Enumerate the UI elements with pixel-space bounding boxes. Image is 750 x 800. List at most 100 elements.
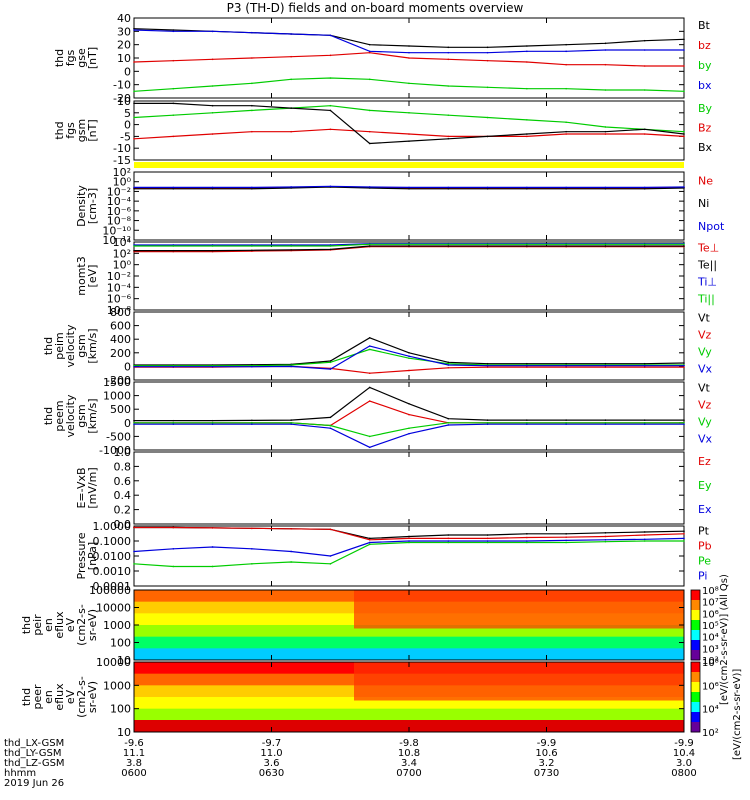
orbit-value: -9.7	[262, 738, 282, 749]
y-tick-label: 30	[117, 25, 131, 38]
data-point	[251, 245, 253, 247]
legend-entry: Ti||	[697, 292, 715, 305]
data-point	[447, 540, 450, 542]
legend-entry: Vt	[698, 381, 711, 394]
data-point	[526, 423, 528, 425]
y-tick-label: 10⁻¹²	[102, 234, 131, 247]
data-point	[368, 337, 371, 339]
data-point	[172, 30, 175, 33]
data-point	[211, 365, 214, 368]
y-tick-label: 0.0010	[93, 565, 132, 578]
colorbar-segment	[691, 712, 700, 723]
data-point	[526, 186, 528, 189]
y-axis-label: velocity	[64, 394, 77, 437]
colorbar-segment	[691, 620, 700, 631]
orbit-value: -9.8	[399, 738, 419, 749]
y-tick-label: -500	[106, 430, 131, 443]
data-point	[447, 85, 450, 87]
data-point	[329, 361, 332, 364]
data-point	[172, 245, 175, 247]
colorbar-tick-label: 10²	[702, 656, 719, 667]
data-point	[447, 364, 450, 366]
data-point	[643, 534, 646, 536]
data-point	[643, 531, 646, 533]
data-point	[408, 82, 410, 85]
data-point	[408, 45, 410, 47]
data-point	[526, 187, 528, 190]
data-point	[683, 90, 685, 93]
y-axis-label: thd	[53, 49, 66, 67]
series-line-pe	[133, 540, 684, 568]
y-axis-label: peir	[31, 614, 44, 636]
y-tick-label: 10⁻⁶	[107, 293, 132, 306]
data-point	[290, 528, 292, 530]
data-point	[447, 245, 450, 247]
colorbar-label-peer: [eV/(cm2-s-sr-eV)]	[732, 669, 743, 760]
data-point	[604, 419, 607, 421]
y-tick-label: 10²	[113, 247, 131, 260]
data-point	[329, 34, 332, 37]
data-point	[368, 51, 371, 54]
colorbar-tick-label: 10⁴	[702, 705, 719, 716]
colorbar-segment	[691, 640, 700, 651]
y-axis-label: (cm2-s-	[75, 604, 88, 646]
legend-entry: Ni	[698, 197, 709, 210]
colorbar-tick-label: 10⁶	[702, 681, 719, 692]
data-point	[251, 423, 253, 425]
y-axis-label: [mV/m]	[86, 467, 99, 508]
colorbar-segment	[691, 672, 700, 683]
data-point	[368, 109, 371, 112]
data-point	[368, 186, 371, 188]
y-tick-label: 200	[110, 347, 131, 360]
data-point	[133, 116, 135, 119]
data-point	[643, 133, 646, 135]
y-axis-label: thd	[20, 688, 33, 706]
colorbar-tick-label: 10²	[702, 728, 719, 739]
y-axis-label: (cm2-s-	[75, 676, 88, 718]
data-point	[604, 243, 607, 246]
data-point	[486, 537, 489, 540]
y-tick-label: -5	[120, 130, 131, 143]
data-point	[408, 112, 410, 114]
orbit-value: 0630	[259, 768, 284, 779]
data-point	[368, 243, 371, 246]
series-line-by	[133, 77, 685, 92]
data-point	[565, 43, 567, 46]
data-point	[251, 104, 253, 107]
data-point	[211, 186, 214, 189]
y-tick-label: 10⁰	[113, 259, 132, 272]
y-tick-label: 10⁻²	[107, 270, 131, 283]
legend-entry: Ex	[698, 503, 712, 516]
y-tick-label: 10⁻⁶	[107, 205, 132, 218]
legend-entry: by	[698, 59, 712, 72]
y-tick-label: 400	[110, 333, 131, 346]
orbit-value: 3.6	[264, 758, 280, 769]
data-point	[565, 245, 567, 247]
data-point	[447, 243, 450, 246]
data-point	[604, 540, 607, 543]
legend-entry: Ez	[698, 455, 711, 468]
data-point	[604, 89, 607, 91]
legend-entry: Ne	[698, 174, 713, 187]
data-point	[604, 422, 607, 424]
y-tick-label: 40	[117, 12, 131, 25]
data-point	[368, 372, 371, 375]
y-axis-label: gsm	[75, 119, 88, 142]
data-point	[251, 527, 253, 530]
y-tick-label: -10	[113, 79, 131, 92]
data-point	[329, 104, 332, 107]
legend-entry: Te⊥	[697, 241, 719, 254]
data-point	[368, 43, 371, 46]
y-tick-label: 1.0000	[93, 520, 132, 533]
colorbar-tick-label: 10⁴	[702, 633, 719, 644]
y-axis-label: [eV]	[86, 265, 99, 288]
orbit-value: 0600	[121, 768, 146, 779]
colorbar-segment	[691, 650, 700, 661]
data-point	[172, 526, 175, 529]
data-point	[565, 187, 567, 190]
data-point	[643, 187, 646, 190]
data-point	[486, 419, 489, 421]
data-point	[565, 364, 567, 367]
data-point	[368, 543, 371, 546]
data-point	[683, 245, 685, 247]
